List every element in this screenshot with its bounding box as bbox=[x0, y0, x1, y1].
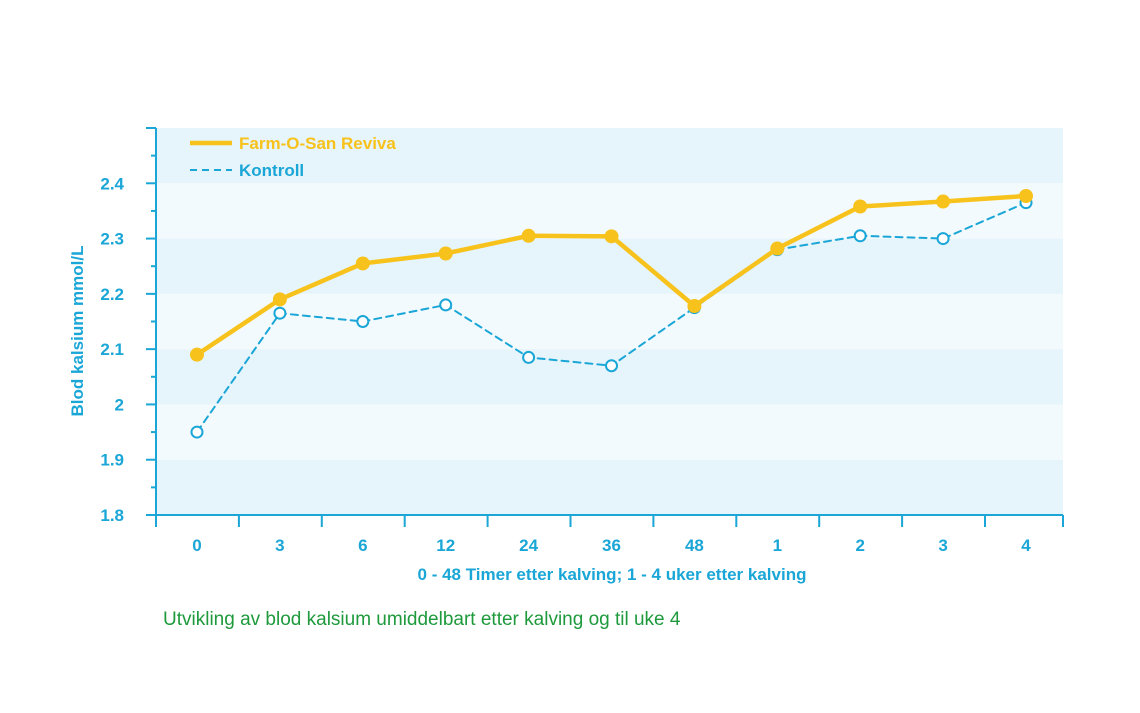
legend: Farm-O-San Reviva Kontroll bbox=[190, 134, 396, 180]
plot-band bbox=[156, 293, 1063, 350]
data-point bbox=[273, 306, 287, 320]
data-point bbox=[604, 229, 619, 244]
data-point bbox=[272, 292, 287, 307]
x-tick-label: 3 bbox=[275, 536, 284, 555]
x-tick-label: 6 bbox=[358, 536, 367, 555]
y-tick-label: 1.8 bbox=[100, 506, 124, 525]
legend-label: Farm-O-San Reviva bbox=[239, 134, 396, 153]
x-tick-label: 48 bbox=[685, 536, 704, 555]
data-point bbox=[687, 299, 702, 314]
data-point bbox=[1019, 189, 1033, 204]
y-tick-label: 2.4 bbox=[100, 174, 124, 193]
y-tick-label: 2 bbox=[115, 395, 124, 414]
x-tick-label: 36 bbox=[602, 536, 621, 555]
y-tick-label: 1.9 bbox=[100, 451, 124, 470]
x-tick-label: 1 bbox=[773, 536, 782, 555]
x-tick-label: 2 bbox=[855, 536, 864, 555]
data-point bbox=[521, 228, 536, 243]
y-tick-label: 2.2 bbox=[100, 285, 124, 304]
plot-band bbox=[156, 183, 1063, 239]
data-point bbox=[438, 246, 453, 261]
data-point bbox=[190, 347, 204, 362]
plot-band bbox=[156, 404, 1063, 460]
x-axis-label: 0 - 48 Timer etter kalving; 1 - 4 uker e… bbox=[418, 565, 807, 584]
data-point bbox=[936, 194, 951, 209]
series-layer bbox=[190, 189, 1033, 439]
x-tick-label: 3 bbox=[938, 536, 947, 555]
plot-band bbox=[156, 238, 1063, 294]
chart-axes: 1.81.922.12.22.32.40 3 6 12 24 36 48 1 2 3 4 bbox=[100, 127, 1064, 555]
data-point bbox=[439, 298, 453, 312]
data-point bbox=[853, 199, 868, 214]
y-tick-label: 2.3 bbox=[100, 230, 124, 249]
y-axis-label: Blod kalsium mmol/L bbox=[68, 246, 87, 417]
plot-band bbox=[156, 459, 1063, 515]
legend-label: Kontroll bbox=[239, 161, 304, 180]
plot-band bbox=[156, 349, 1063, 405]
data-point bbox=[190, 425, 204, 439]
plot-background-bands bbox=[156, 128, 1063, 515]
chart-caption: Utvikling av blod kalsium umiddelbart et… bbox=[163, 609, 681, 630]
plot-band bbox=[156, 128, 1063, 184]
x-tick-label: 24 bbox=[519, 536, 538, 555]
x-tick-label: 0 bbox=[192, 536, 201, 555]
series-farm-o-san-reviva bbox=[190, 189, 1033, 362]
data-point bbox=[522, 350, 536, 364]
data-point bbox=[355, 256, 370, 271]
y-tick-label: 2.1 bbox=[100, 340, 124, 359]
data-point bbox=[853, 229, 867, 243]
data-point bbox=[605, 359, 618, 373]
data-point bbox=[770, 241, 785, 256]
x-tick-label: 12 bbox=[436, 536, 455, 555]
data-point bbox=[356, 315, 370, 328]
data-point bbox=[936, 232, 950, 246]
x-tick-label: 4 bbox=[1021, 536, 1031, 555]
